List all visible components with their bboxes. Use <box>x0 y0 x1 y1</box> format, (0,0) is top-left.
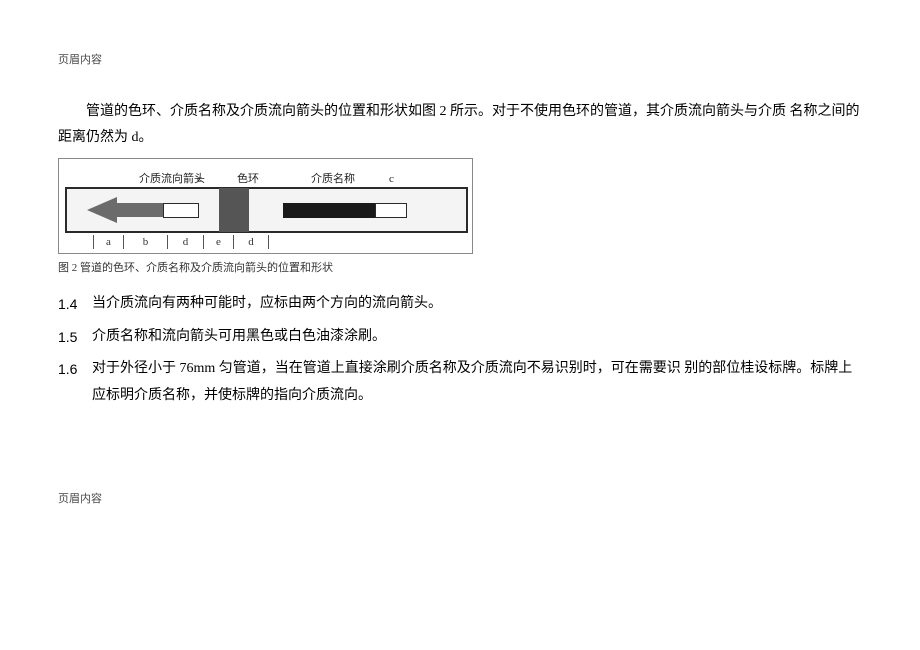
flow-arrow-icon <box>87 197 117 223</box>
list-item-number: 1.5 <box>58 324 92 351</box>
list-item-number: 1.4 <box>58 291 92 318</box>
dimension-segment: b <box>123 235 167 249</box>
flow-arrow-body <box>117 203 163 217</box>
list-item: 1.6对于外径小于 76mm 匀管道，当在管道上直接涂刷介质名称及介质流向不易识… <box>58 356 862 409</box>
list-item-number: 1.6 <box>58 356 92 409</box>
page-header: 页眉内容 <box>58 50 862 71</box>
dimension-row: abded <box>93 235 269 249</box>
figure-2-wrap: 介质流向箭头 c 色环 介质名称 c abded 图 2 管道的色环、介质名称及… <box>58 158 862 279</box>
list-item-text: 介质名称和流向箭头可用黑色或白色油漆涂刷。 <box>92 324 862 351</box>
dimension-segment: d <box>167 235 203 249</box>
intro-paragraph: 管道的色环、介质名称及介质流向箭头的位置和形状如图 2 所示。对于不使用色环的管… <box>58 99 862 152</box>
figure-2-caption: 图 2 管道的色环、介质名称及介质流向箭头的位置和形状 <box>58 258 862 279</box>
figure-2: 介质流向箭头 c 色环 介质名称 c abded <box>58 158 473 254</box>
dimension-segment: e <box>203 235 233 249</box>
numbered-list: 1.4当介质流向有两种可能时，应标由两个方向的流向箭头。1.5介质名称和流向箭头… <box>58 291 862 409</box>
dimension-segment: d <box>233 235 269 249</box>
document-page: 页眉内容 管道的色环、介质名称及介质流向箭头的位置和形状如图 2 所示。对于不使… <box>0 0 920 520</box>
page-footer: 页眉内容 <box>58 489 862 510</box>
list-item-text: 当介质流向有两种可能时，应标由两个方向的流向箭头。 <box>92 291 862 318</box>
list-item-text: 对于外径小于 76mm 匀管道，当在管道上直接涂刷介质名称及介质流向不易识别时，… <box>92 356 862 409</box>
flow-arrow-tail <box>163 203 199 218</box>
dimension-segment: a <box>93 235 123 249</box>
medium-name-bar <box>283 203 377 218</box>
medium-name-tail <box>375 203 407 218</box>
color-ring-band <box>219 188 249 232</box>
list-item: 1.5介质名称和流向箭头可用黑色或白色油漆涂刷。 <box>58 324 862 351</box>
list-item: 1.4当介质流向有两种可能时，应标由两个方向的流向箭头。 <box>58 291 862 318</box>
